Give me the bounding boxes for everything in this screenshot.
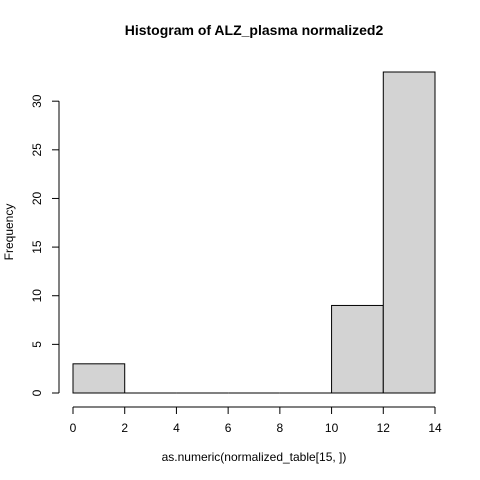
bars-group [72,71,436,394]
y-tick-label: 5 [30,341,44,348]
y-axis-label: Frequency [2,204,16,261]
x-tick-label: 12 [377,421,391,435]
x-tick-label: 4 [173,421,180,435]
y-tick-label: 20 [30,191,44,205]
y-tick-label: 10 [30,289,44,303]
x-tick-label: 6 [225,421,232,435]
chart-title: Histogram of ALZ_plasma normalized2 [125,22,384,38]
y-tick-label: 30 [30,94,44,108]
histogram-bar [382,71,436,394]
y-tick-label: 25 [30,143,44,157]
x-axis-label: as.numeric(normalized_table[15, ]) [162,450,347,464]
x-axis: 0 2 4 6 8 10 12 14 [70,406,442,435]
x-tick-label: 2 [121,421,128,435]
y-tick-label: 15 [30,240,44,254]
x-tick-label: 10 [325,421,339,435]
x-tick-label: 8 [277,421,284,435]
y-tick-label: 0 [30,389,44,396]
y-axis: 0 5 10 15 20 25 30 [30,94,60,396]
histogram-bar [72,363,126,394]
histogram-bar [331,304,384,394]
x-tick-label: 0 [70,421,77,435]
x-tick-label: 14 [428,421,442,435]
